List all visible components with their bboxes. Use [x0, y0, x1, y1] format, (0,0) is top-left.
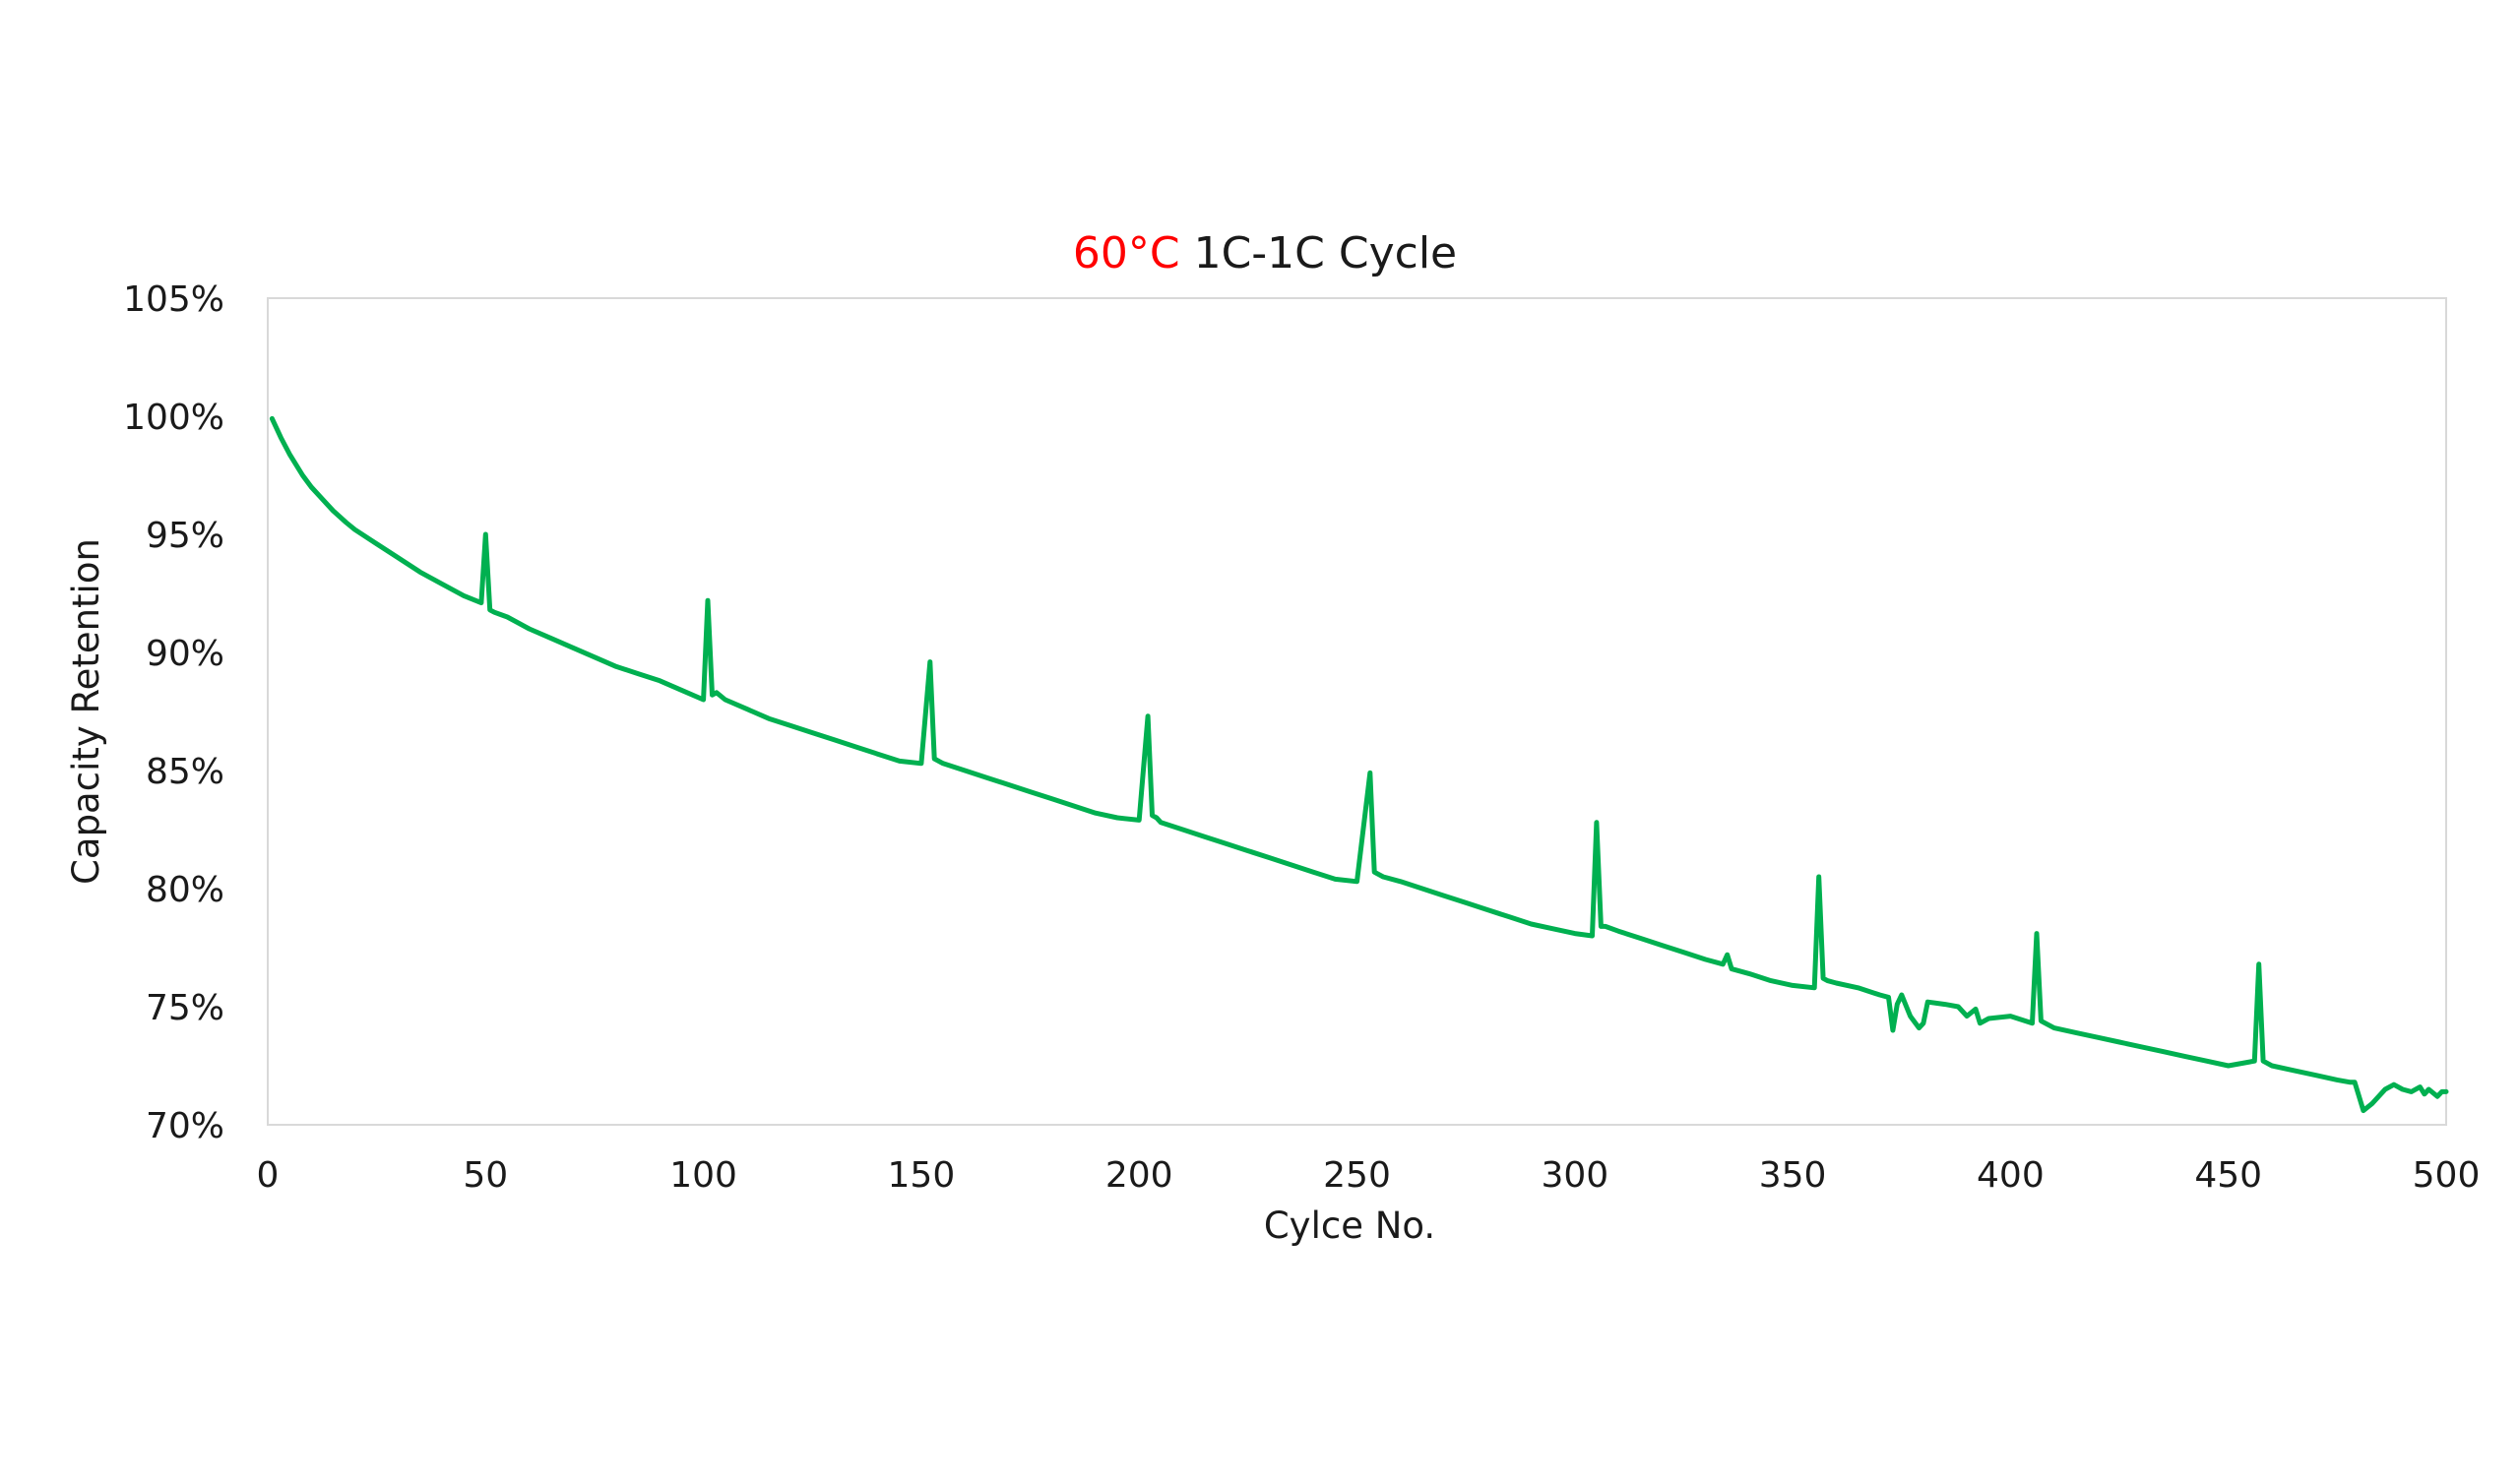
y-tick-label: 80%	[146, 870, 224, 910]
x-tick-label: 350	[1759, 1155, 1827, 1196]
chart-title-rest: 1C-1C Cycle	[1180, 228, 1458, 278]
x-tick-label: 300	[1541, 1155, 1608, 1196]
x-tick-label: 450	[2194, 1155, 2262, 1196]
y-axis-title: Capacity Retention	[65, 538, 107, 885]
y-tick-label: 75%	[146, 988, 224, 1028]
x-tick-label: 0	[257, 1155, 280, 1196]
chart-title-highlight: 60°C	[1073, 228, 1180, 278]
x-tick-label: 200	[1105, 1155, 1173, 1196]
x-tick-label: 400	[1977, 1155, 2045, 1196]
x-axis-title: Cylce No.	[1264, 1204, 1435, 1247]
x-tick-label: 150	[888, 1155, 956, 1196]
series-layer	[269, 415, 2449, 1114]
y-tick-label: 90%	[146, 634, 224, 674]
y-axis-ticks: 70% 75% 80% 85% 90% 95% 100% 105%	[123, 279, 224, 1146]
x-tick-label: 500	[2413, 1155, 2481, 1196]
chart-title: 60°C 1C-1C Cycle	[1073, 228, 1457, 278]
y-tick-label: 85%	[146, 752, 224, 792]
x-tick-label: 50	[463, 1155, 508, 1196]
y-tick-label: 95%	[146, 516, 224, 556]
y-tick-label: 105%	[123, 279, 224, 320]
series-line	[269, 415, 2449, 1114]
x-tick-label: 250	[1323, 1155, 1391, 1196]
x-tick-label: 100	[669, 1155, 737, 1196]
y-tick-label: 100%	[123, 398, 224, 438]
x-axis-ticks: 0 50 100 150 200 250 300 350 400 450 500	[257, 1155, 2481, 1196]
plot-area	[267, 297, 2447, 1126]
y-tick-label: 70%	[146, 1106, 224, 1146]
